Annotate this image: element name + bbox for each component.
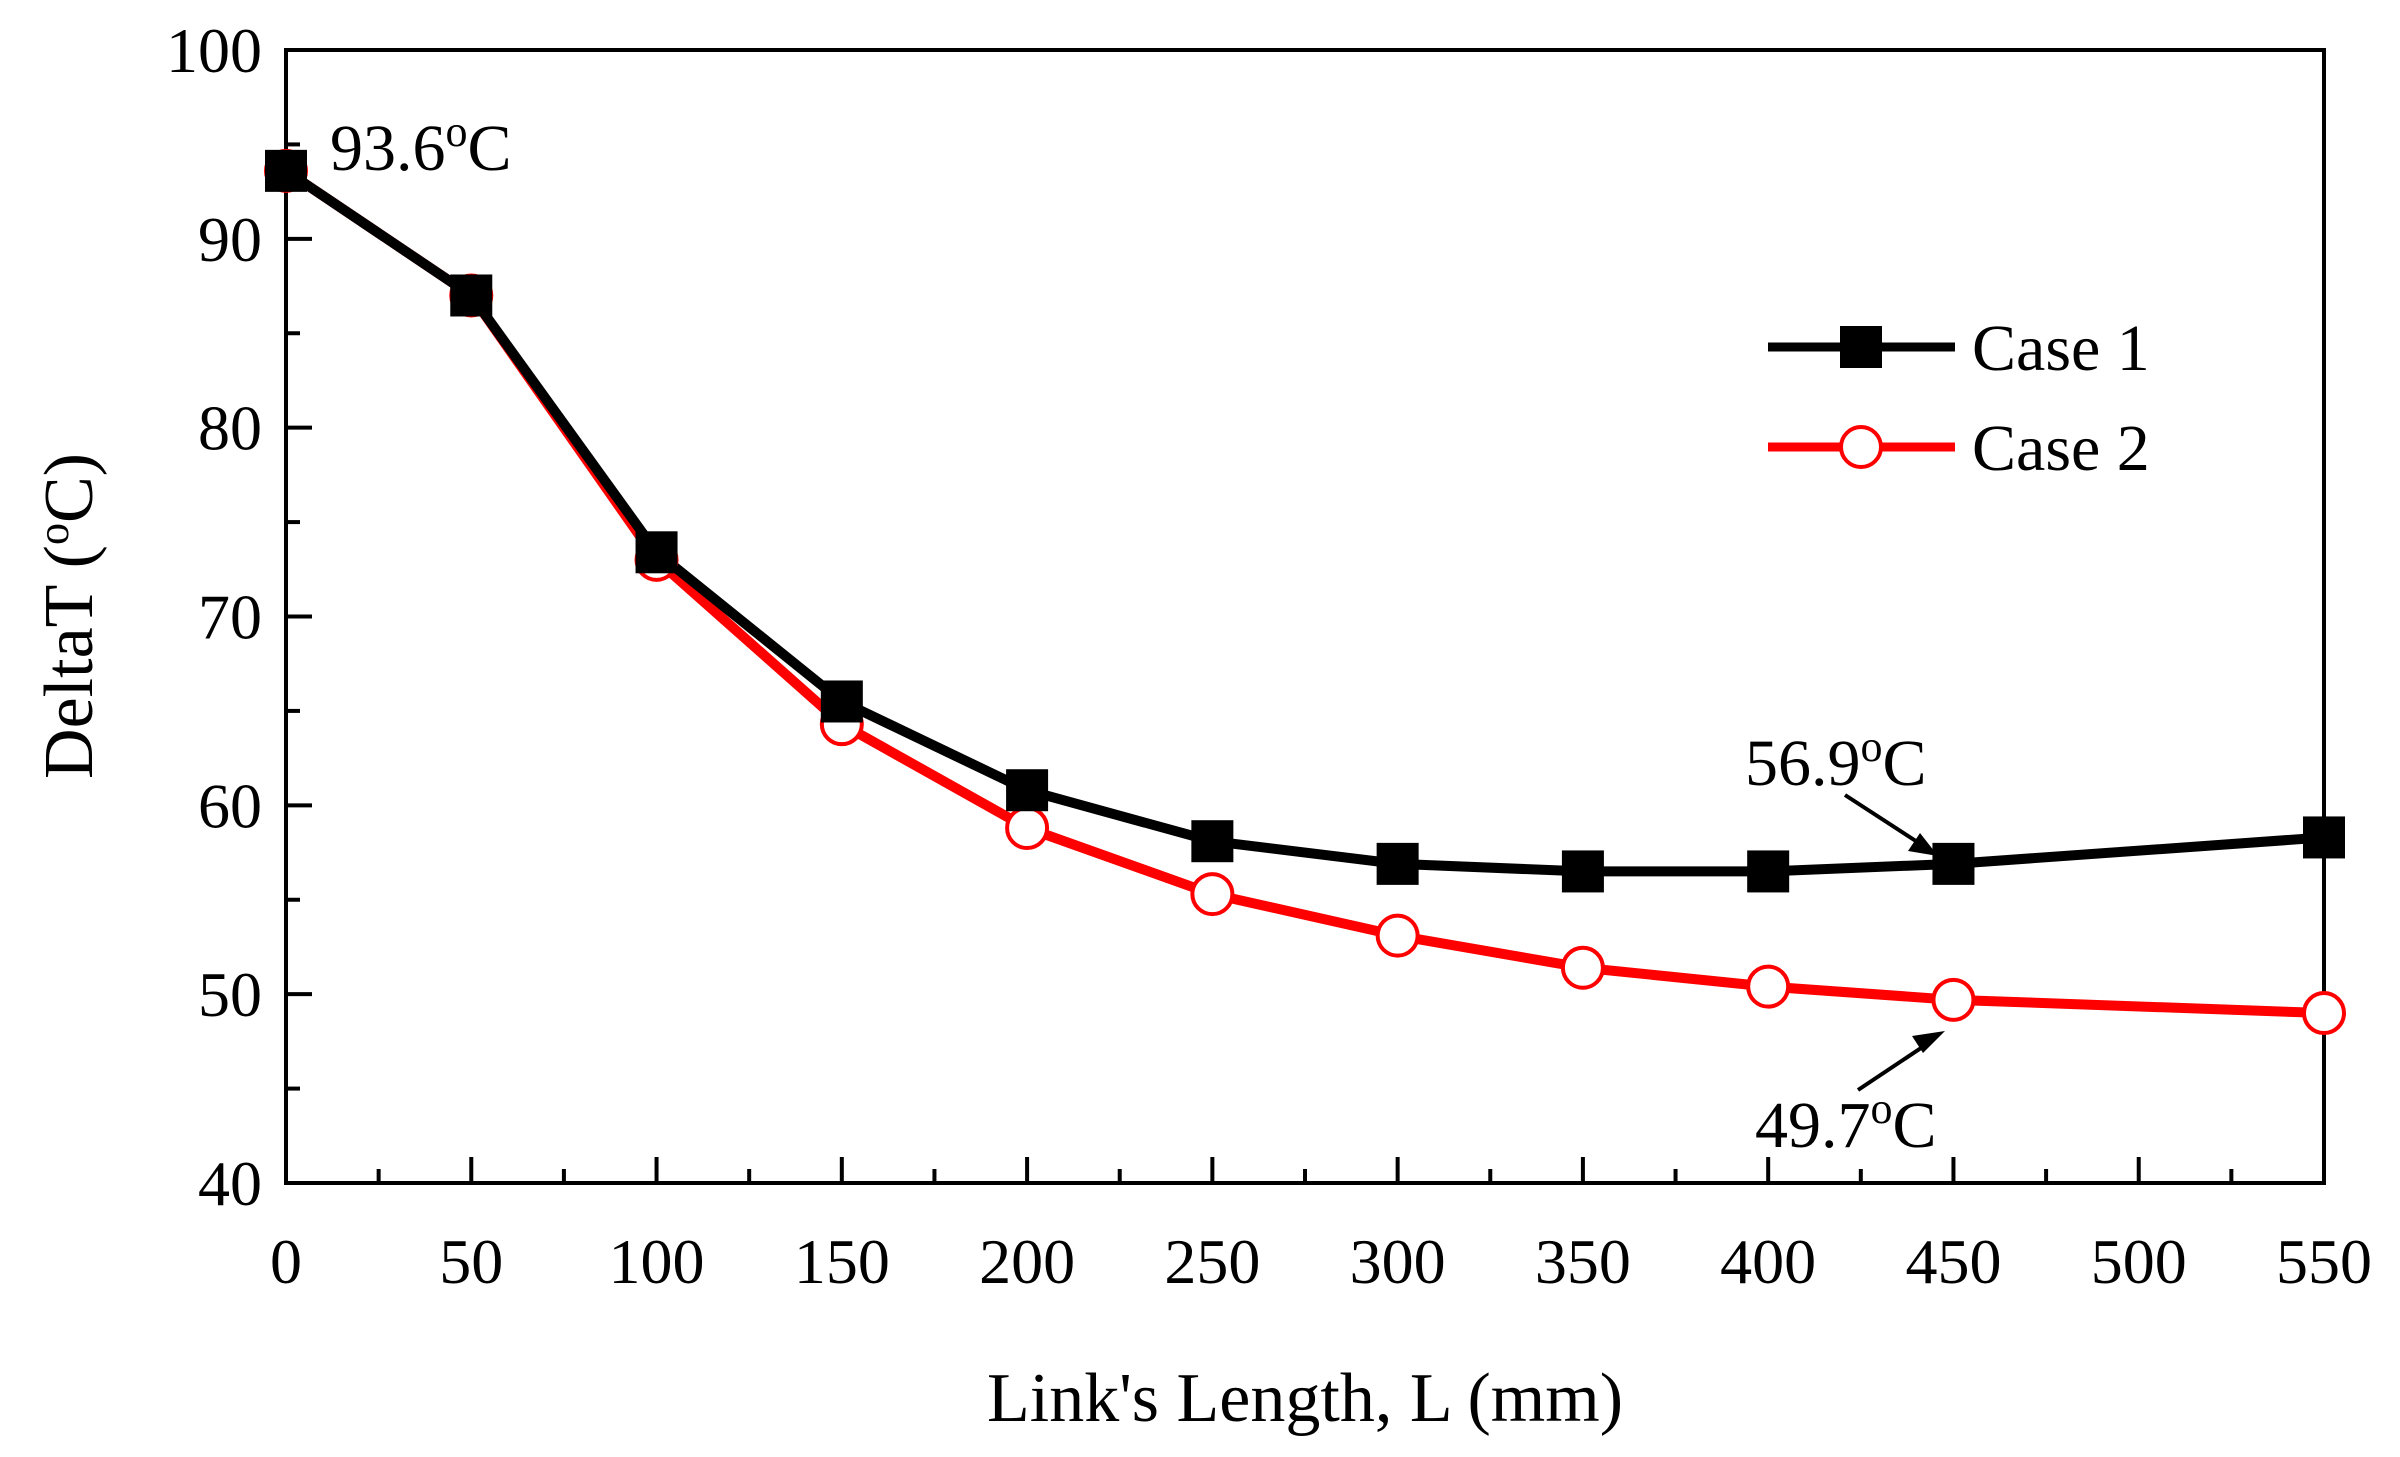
x-tick-label: 250 bbox=[1164, 1226, 1260, 1297]
x-tick-label: 550 bbox=[2276, 1226, 2372, 1297]
y-axis-title-suffix: C) bbox=[31, 453, 108, 523]
y-tick-label: 90 bbox=[198, 204, 262, 275]
x-tick-label: 0 bbox=[270, 1226, 302, 1297]
annotation-case1-arrow bbox=[1843, 793, 1924, 847]
annotation-case2: 49.7oC bbox=[1755, 1031, 1945, 1162]
y-tick-label: 70 bbox=[198, 582, 262, 653]
data-point-case1 bbox=[1376, 842, 1419, 885]
annotation-start-unit: C bbox=[468, 112, 512, 185]
annotation-case2-sup: o bbox=[1871, 1084, 1893, 1133]
data-point-case1 bbox=[820, 680, 863, 723]
data-point-case1 bbox=[1932, 842, 1975, 885]
y-tick-label: 40 bbox=[198, 1148, 262, 1219]
legend-marker-case2 bbox=[1839, 425, 1883, 469]
annotation-start: 93.6oC bbox=[330, 107, 512, 185]
x-tick-label: 150 bbox=[794, 1226, 890, 1297]
annotation-case1-unit: C bbox=[1883, 727, 1927, 800]
annotation-case2-value: 49.7 bbox=[1755, 1089, 1871, 1162]
data-point-case2 bbox=[2302, 991, 2346, 1036]
data-point-case2 bbox=[1005, 805, 1050, 850]
data-point-case2 bbox=[1190, 872, 1235, 917]
data-point-case1 bbox=[1747, 850, 1790, 893]
annotation-case2-arrow bbox=[1856, 1040, 1932, 1092]
series-line-case2 bbox=[283, 166, 2325, 1019]
x-tick-label: 100 bbox=[609, 1226, 705, 1297]
plot-frame bbox=[284, 48, 2326, 1185]
annotation-case1-label: 56.9oC bbox=[1745, 722, 1927, 800]
annotation-case1-sup: o bbox=[1861, 722, 1883, 771]
x-axis-title: Link's Length, L (mm) bbox=[987, 1360, 1623, 1437]
y-tick-label: 50 bbox=[198, 959, 262, 1030]
y-axis-title-prefix: DeltaT ( bbox=[31, 545, 108, 779]
data-point-case1 bbox=[265, 149, 307, 192]
data-point-case1 bbox=[1191, 820, 1234, 863]
series-line-case1 bbox=[283, 166, 2325, 877]
annotation-case1-value: 56.9 bbox=[1745, 727, 1861, 800]
x-tick-label: 200 bbox=[979, 1226, 1075, 1297]
annotation-case1-arrowhead bbox=[1908, 833, 1938, 856]
x-tick-label: 450 bbox=[1905, 1226, 2001, 1297]
x-tick-label: 350 bbox=[1535, 1226, 1631, 1297]
x-tick-label: 500 bbox=[2091, 1226, 2187, 1297]
data-point-case1 bbox=[450, 274, 493, 317]
x-tick-label: 300 bbox=[1350, 1226, 1446, 1297]
legend: Case 1 Case 2 bbox=[1768, 312, 2150, 485]
data-point-case2 bbox=[1931, 977, 1976, 1022]
legend-label-case1: Case 1 bbox=[1972, 312, 2150, 385]
data-point-case1 bbox=[2303, 816, 2345, 859]
y-axis-title-sup: o bbox=[29, 523, 78, 545]
y-axis-title: DeltaT (oC) bbox=[29, 453, 108, 779]
y-ticks: 40 50 60 70 80 90 100 bbox=[166, 15, 312, 1219]
series-layer bbox=[264, 148, 2346, 1036]
legend-label-case2: Case 2 bbox=[1972, 412, 2150, 485]
data-point-case2 bbox=[1560, 945, 1605, 990]
x-tick-label: 50 bbox=[439, 1226, 503, 1297]
data-point-case2 bbox=[1746, 964, 1791, 1009]
legend-marker-case1 bbox=[1840, 326, 1882, 368]
annotation-case1: 56.9oC bbox=[1745, 722, 1938, 856]
annotation-case2-unit: C bbox=[1893, 1089, 1937, 1162]
annotation-start-sup: o bbox=[446, 107, 468, 156]
annotation-start-label: 93.6oC bbox=[330, 107, 512, 185]
annotation-case2-arrowhead bbox=[1912, 1031, 1945, 1053]
x-ticks: 0 50 100 150 200 250 300 350 400 450 500 550 bbox=[270, 1157, 2372, 1297]
annotation-case2-label: 49.7oC bbox=[1755, 1084, 1937, 1162]
annotation-start-value: 93.6 bbox=[330, 112, 446, 185]
y-tick-label: 100 bbox=[166, 15, 262, 86]
data-point-case1 bbox=[1006, 769, 1049, 812]
data-point-case1 bbox=[1561, 850, 1604, 893]
data-point-case1 bbox=[635, 531, 678, 574]
data-point-case2 bbox=[1375, 913, 1420, 958]
y-tick-label: 60 bbox=[198, 770, 262, 841]
x-tick-label: 400 bbox=[1720, 1226, 1816, 1297]
y-tick-label: 80 bbox=[198, 393, 262, 464]
